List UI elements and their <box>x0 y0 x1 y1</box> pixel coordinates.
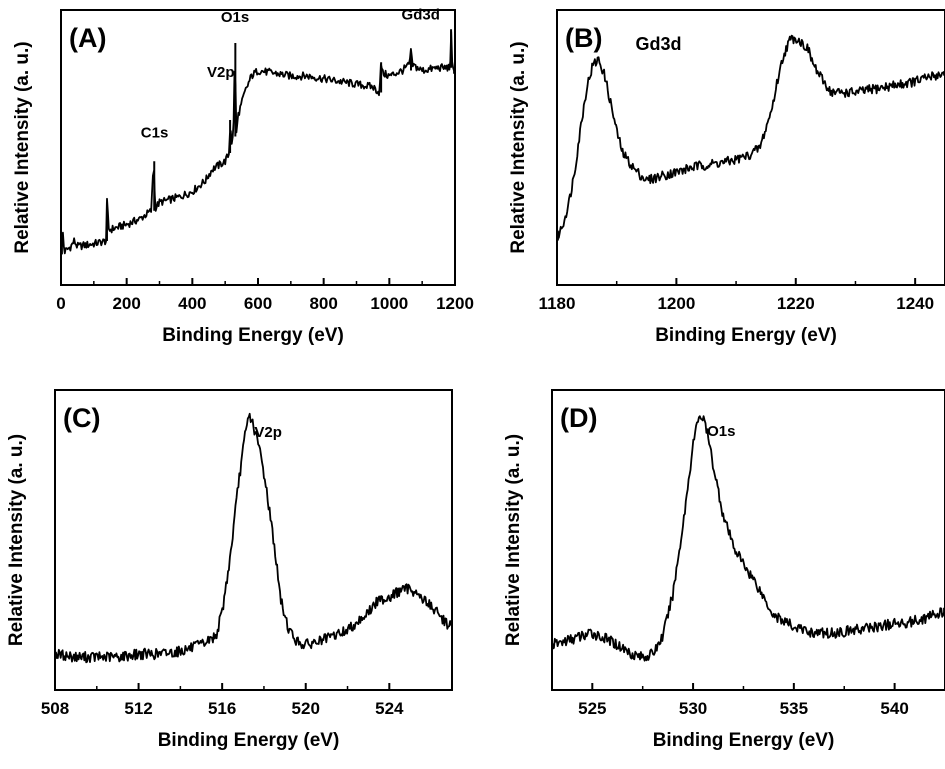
x-tick-label-a-6: 1200 <box>436 294 474 313</box>
x-tick-label-d-0: 525 <box>578 699 606 718</box>
x-axis-title-c: Binding Energy (eV) <box>158 730 340 751</box>
x-tick-label-c-1: 512 <box>124 699 152 718</box>
peak-label-d: O1s <box>707 423 735 440</box>
x-tick-label-a-3: 600 <box>244 294 272 313</box>
spectrum-line-c <box>55 412 452 664</box>
peak-label-a-3: Gd3d <box>402 6 440 23</box>
peak-label-a-1: V2p <box>207 64 235 81</box>
spectrum-line-d <box>552 415 945 662</box>
x-tick-label-a-2: 400 <box>178 294 206 313</box>
x-tick-label-c-4: 524 <box>375 699 404 718</box>
panel-label-d: (D) <box>560 403 597 433</box>
y-axis-title-d: Relative Intensity (a. u.) <box>503 434 524 646</box>
peak-label-a-0: C1s <box>141 125 169 142</box>
panel-label-b: (B) <box>565 23 602 53</box>
plot-frame-d <box>551 389 945 691</box>
x-tick-label-b-2: 1220 <box>777 294 815 313</box>
spectrum-line-a <box>61 30 455 255</box>
x-tick-label-a-0: 0 <box>56 294 65 313</box>
x-tick-label-d-3: 540 <box>880 699 908 718</box>
panel-a: 0 200 400 600 800 1000 1200 Binding Energy (eV)… <box>12 6 474 346</box>
x-axis-title-a: Binding Energy (eV) <box>162 325 344 346</box>
x-axis-title-d: Binding Energy (eV) <box>653 730 835 751</box>
x-tick-label-d-2: 535 <box>780 699 808 718</box>
panel-d: 525 530 535 540 Binding Energy (eV) Relative … <box>503 389 945 751</box>
panel-b: 1180 1200 1220 1240 Binding Energy (eV) Relat… <box>508 9 945 346</box>
panel-c: 508 512 516 520 524 Binding Energy (eV) Relati… <box>6 389 453 751</box>
plot-frame-b <box>556 9 945 286</box>
x-axis-title-b: Binding Energy (eV) <box>655 325 837 346</box>
spectrum-line-b <box>557 34 945 241</box>
y-axis-title-c: Relative Intensity (a. u.) <box>6 434 27 646</box>
plot-frame-c <box>54 389 453 691</box>
x-tick-label-b-3: 1240 <box>896 294 934 313</box>
panel-label-c: (C) <box>63 403 100 433</box>
peak-label-a-2: O1s <box>221 9 249 26</box>
x-tick-label-c-0: 508 <box>41 699 69 718</box>
peak-label-b: Gd3d <box>635 34 681 54</box>
plot-frame-a <box>60 9 456 286</box>
x-tick-label-a-5: 1000 <box>370 294 408 313</box>
x-tick-label-b-0: 1180 <box>539 294 576 313</box>
x-tick-label-b-1: 1200 <box>657 294 695 313</box>
panel-label-a: (A) <box>69 23 106 53</box>
x-tick-label-a-1: 200 <box>112 294 140 313</box>
peak-label-c: V2p <box>254 424 282 441</box>
x-tick-label-a-4: 800 <box>309 294 337 313</box>
x-tick-label-c-2: 516 <box>208 699 236 718</box>
y-axis-title-a: Relative Intensity (a. u.) <box>12 41 33 253</box>
x-tick-label-c-3: 520 <box>292 699 320 718</box>
x-tick-label-d-1: 530 <box>679 699 707 718</box>
y-axis-title-b: Relative Intensity (a. u.) <box>508 41 529 253</box>
